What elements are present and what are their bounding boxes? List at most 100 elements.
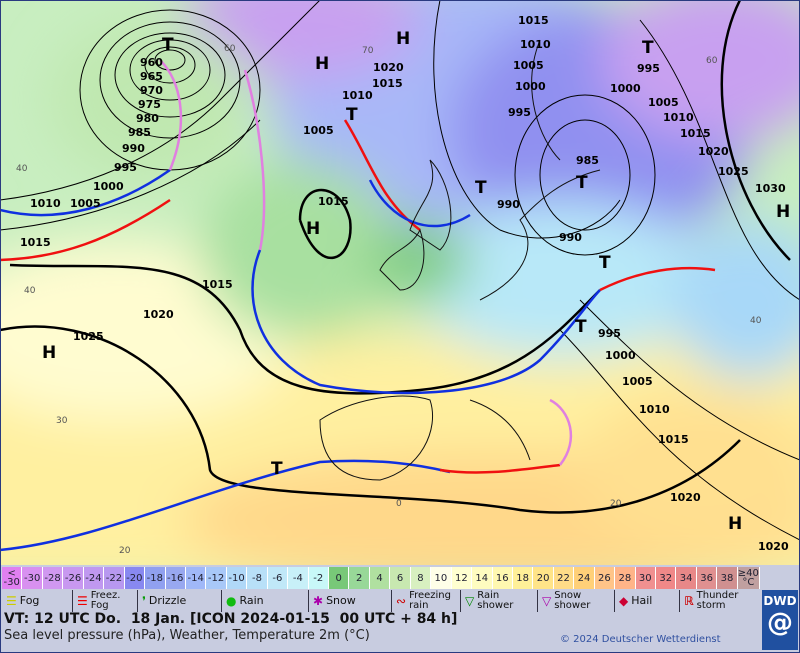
weather-map: 960 965 970 975 980 985 990 995 1000 101… [0,0,800,565]
scale-swatch: -22 [104,567,125,589]
scale-swatch: 20 [533,567,554,589]
legend-snow: ✱ Snow [309,590,392,612]
isobar-label: 1015 [518,14,549,27]
scale-swatch: 18 [512,567,534,589]
scale-swatch: 28 [615,567,636,589]
legend-drizzle: ❜ Drizzle [138,590,222,612]
isobar-label: 990 [559,231,582,244]
high-center: H [315,54,329,74]
svg-text:0: 0 [396,499,402,509]
high-center: H [728,514,742,534]
scale-swatch: -28 [42,567,64,589]
scale-swatch: -18 [145,567,166,589]
low-center: T [162,35,174,55]
scale-swatch: 26 [594,567,616,589]
scale-swatch: 4 [369,567,391,589]
low-center: T [599,253,611,273]
isobar-label: 1000 [605,349,636,362]
valid-time: VT: 12 UTC Do. 18 Jan. [ICON 2024-01-15 … [4,611,458,627]
isobar-label: 1000 [515,80,546,93]
legend-freezing-fog: ☰ Freez. Fog [73,590,138,612]
isobar-label: 1010 [520,38,551,51]
freezing-fog-icon: ☰ [77,594,88,608]
isobar-label: 980 [136,112,159,125]
scale-swatch: -4 [288,567,309,589]
low-center: T [576,173,588,193]
scale-swatch: -14 [185,567,207,589]
hail-icon: ◆ [619,594,629,608]
thunderstorm-icon: ℝ [684,594,694,608]
scale-swatch: 14 [472,567,493,589]
low-center: T [346,105,358,125]
low-center: T [475,178,487,198]
scale-swatch: ≥40 °C [737,567,760,589]
isobar-label: 1020 [698,145,729,158]
scale-swatch: 8 [410,567,432,589]
isobar-label: 995 [508,106,531,119]
scale-swatch: -24 [83,567,105,589]
isobar-label: 1005 [622,375,653,388]
isobar-label: 960 [140,56,163,69]
scale-swatch: -26 [63,567,84,589]
temperature-color-scale: < -30 -30 -28 -26 -24 -22 -20 -18 -16 -14 -12 -10 -8… [2,567,760,589]
isobar-label: 1025 [73,330,104,343]
pressure-centers: H H H H H H T T T T T T T T [42,29,790,534]
isobar-label: 1005 [513,59,544,72]
isobar-label: 1015 [658,433,689,446]
svg-text:30: 30 [56,416,68,426]
scale-swatch: -2 [308,567,329,589]
isobar-label: 970 [140,84,163,97]
spiral-icon: @ [767,608,793,638]
svg-text:20: 20 [119,546,131,556]
isobar-label: 1030 [755,182,786,195]
isobar-label: 1020 [758,540,789,553]
scale-swatch: 2 [349,567,370,589]
dwd-logo: DWD @ [762,590,798,650]
scale-swatch: -30 [22,567,43,589]
scale-swatch: 32 [656,567,677,589]
isobar-label: 1025 [718,165,749,178]
isobar-label: 965 [140,70,163,83]
isobar-label: 1020 [373,61,404,74]
fronts [0,59,716,552]
isobar-label: 995 [637,62,660,75]
scale-swatch: 16 [492,567,513,589]
low-center: T [271,459,283,479]
isobar-label: 1015 [372,77,403,90]
rain-shower-icon: ▽ [465,594,475,608]
isobars [0,0,800,541]
isobar-label: 985 [128,126,151,139]
isobar-label: 1000 [93,180,124,193]
isobar-label: 1010 [663,111,694,124]
scale-swatch: -10 [226,567,248,589]
legend-snow-shower: ▽ Snow shower [538,590,615,612]
scale-swatch: 10 [431,567,452,589]
isobar-label: 1020 [143,308,174,321]
isobar-label: 975 [138,98,161,111]
isobar-label: 1015 [202,278,233,291]
isobar-label: 1010 [639,403,670,416]
isobar-label: 1015 [318,195,349,208]
scale-swatch: 30 [635,567,656,589]
chart-subtitle: Sea level pressure (hPa), Weather, Tempe… [4,628,370,643]
scale-swatch: -16 [165,567,186,589]
fog-icon: ☰ [6,594,17,608]
svg-text:20: 20 [610,499,622,509]
svg-text:40: 40 [24,286,36,296]
coastlines [319,39,601,481]
scale-swatch: 0 [329,567,350,589]
scale-swatch: -12 [206,567,227,589]
scale-swatch: -8 [247,567,268,589]
scale-swatch: 38 [717,567,738,589]
isobar-label: 990 [122,142,145,155]
legend-hail: ◆ Hail [615,590,680,612]
isobar-label: 990 [497,198,520,211]
scale-swatch: -6 [267,567,289,589]
isobar-label: 995 [114,161,137,174]
legend-thunderstorm: ℝ Thunder storm [684,590,739,611]
isobar-label: 1020 [670,491,701,504]
svg-text:60: 60 [224,44,236,54]
svg-text:70: 70 [362,46,374,56]
scale-swatch: 24 [574,567,595,589]
